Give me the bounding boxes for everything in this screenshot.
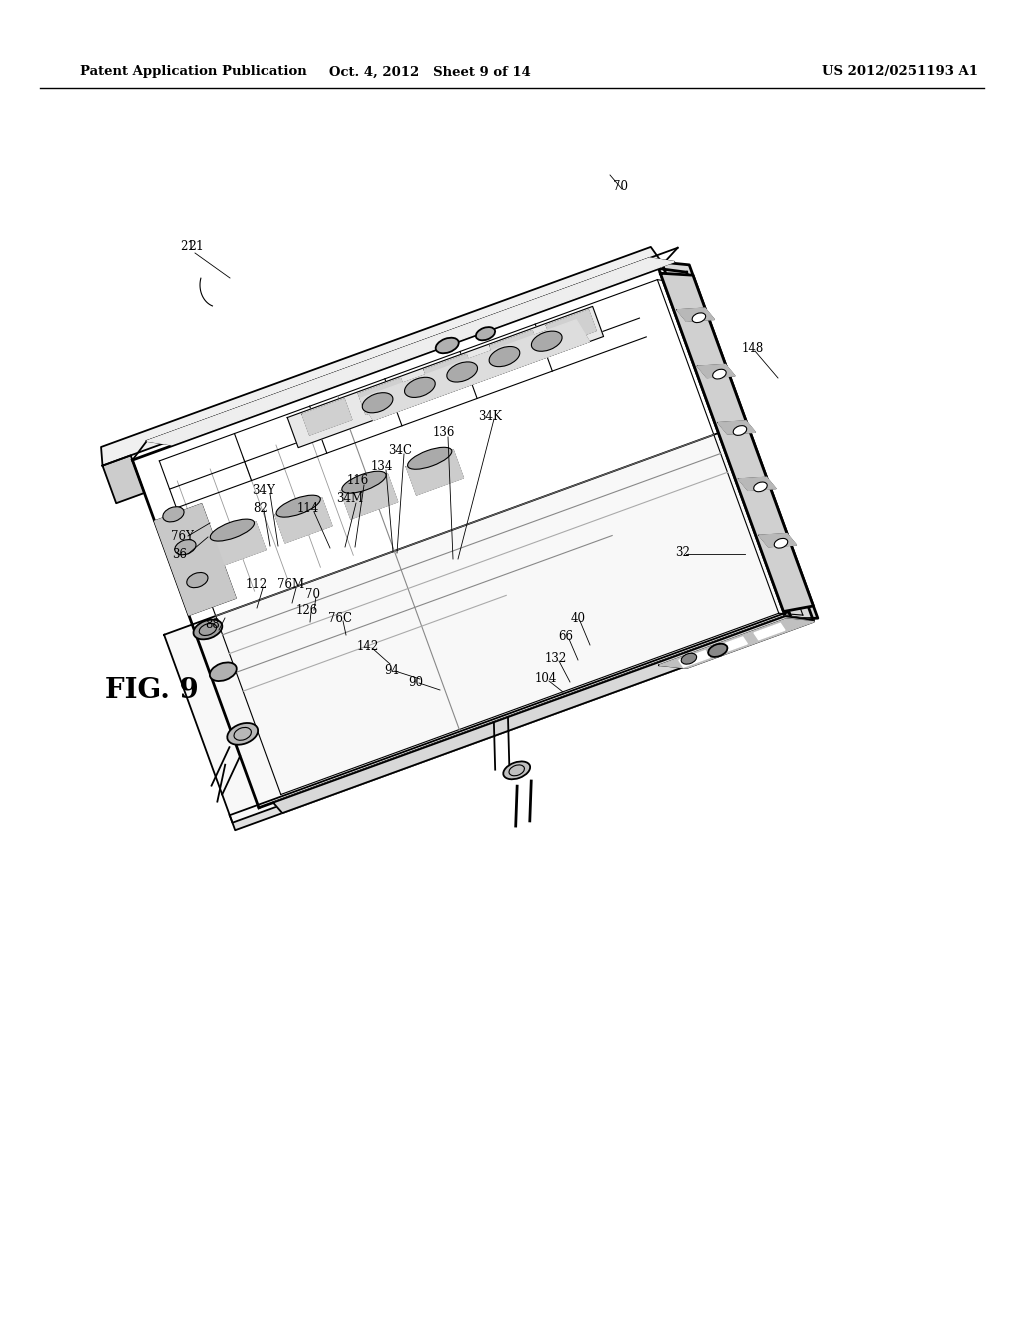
Ellipse shape bbox=[713, 370, 726, 379]
Text: 90: 90 bbox=[409, 676, 424, 689]
Ellipse shape bbox=[774, 539, 787, 548]
Ellipse shape bbox=[503, 762, 530, 779]
Text: 114: 114 bbox=[297, 502, 319, 515]
Polygon shape bbox=[759, 533, 797, 546]
Text: 70: 70 bbox=[305, 589, 321, 602]
Polygon shape bbox=[287, 306, 603, 447]
Text: Patent Application Publication: Patent Application Publication bbox=[80, 66, 307, 78]
Text: 76Y: 76Y bbox=[171, 531, 194, 544]
Polygon shape bbox=[717, 638, 748, 653]
Text: 70: 70 bbox=[612, 180, 628, 193]
Polygon shape bbox=[697, 364, 735, 378]
Text: 116: 116 bbox=[347, 474, 369, 487]
Text: 36: 36 bbox=[172, 549, 187, 561]
Polygon shape bbox=[754, 623, 785, 640]
Ellipse shape bbox=[210, 663, 237, 681]
Polygon shape bbox=[102, 455, 144, 503]
Ellipse shape bbox=[489, 347, 520, 367]
Ellipse shape bbox=[163, 507, 184, 521]
Polygon shape bbox=[360, 319, 590, 420]
Ellipse shape bbox=[476, 327, 495, 341]
Text: 134: 134 bbox=[371, 459, 393, 473]
Ellipse shape bbox=[408, 447, 452, 469]
Polygon shape bbox=[718, 421, 756, 434]
Text: 66: 66 bbox=[558, 631, 573, 644]
Ellipse shape bbox=[531, 331, 562, 351]
Polygon shape bbox=[424, 355, 474, 391]
Text: 94: 94 bbox=[384, 664, 399, 676]
Polygon shape bbox=[155, 504, 236, 615]
Polygon shape bbox=[659, 619, 814, 668]
Polygon shape bbox=[660, 273, 813, 611]
Polygon shape bbox=[340, 474, 397, 519]
Ellipse shape bbox=[404, 378, 435, 397]
Polygon shape bbox=[547, 310, 596, 346]
Ellipse shape bbox=[186, 573, 208, 587]
Text: 40: 40 bbox=[570, 612, 586, 626]
Polygon shape bbox=[273, 616, 813, 813]
Ellipse shape bbox=[733, 425, 746, 436]
Polygon shape bbox=[229, 611, 795, 830]
Text: US 2012/0251193 A1: US 2012/0251193 A1 bbox=[822, 66, 978, 78]
Ellipse shape bbox=[210, 519, 255, 541]
Text: 34Y: 34Y bbox=[253, 484, 275, 498]
Polygon shape bbox=[209, 521, 266, 566]
Ellipse shape bbox=[692, 313, 706, 322]
Ellipse shape bbox=[362, 392, 393, 413]
Polygon shape bbox=[302, 399, 352, 436]
Ellipse shape bbox=[227, 723, 258, 744]
Text: 82: 82 bbox=[254, 502, 268, 515]
Ellipse shape bbox=[709, 644, 727, 657]
Text: 32: 32 bbox=[676, 545, 690, 558]
Ellipse shape bbox=[435, 338, 459, 354]
Polygon shape bbox=[738, 478, 776, 491]
Ellipse shape bbox=[754, 482, 767, 492]
Ellipse shape bbox=[175, 540, 196, 554]
Polygon shape bbox=[679, 651, 710, 667]
Ellipse shape bbox=[342, 471, 386, 494]
Text: FIG. 9: FIG. 9 bbox=[105, 676, 199, 704]
Text: 104: 104 bbox=[535, 672, 557, 685]
Polygon shape bbox=[274, 498, 332, 543]
Ellipse shape bbox=[446, 362, 477, 381]
Text: 126: 126 bbox=[296, 603, 318, 616]
Polygon shape bbox=[489, 330, 540, 367]
Text: Oct. 4, 2012   Sheet 9 of 14: Oct. 4, 2012 Sheet 9 of 14 bbox=[329, 66, 530, 78]
Ellipse shape bbox=[194, 619, 222, 639]
Text: 142: 142 bbox=[357, 640, 379, 653]
Polygon shape bbox=[164, 432, 792, 822]
Polygon shape bbox=[358, 379, 409, 414]
Polygon shape bbox=[146, 257, 674, 445]
Polygon shape bbox=[407, 450, 464, 495]
Text: 34K: 34K bbox=[478, 409, 502, 422]
Text: 112: 112 bbox=[246, 578, 268, 591]
Text: 88: 88 bbox=[206, 618, 220, 631]
Text: 76M: 76M bbox=[278, 578, 304, 591]
Text: 21: 21 bbox=[188, 240, 204, 253]
Polygon shape bbox=[677, 308, 715, 321]
Ellipse shape bbox=[276, 495, 321, 517]
Polygon shape bbox=[662, 263, 818, 619]
Ellipse shape bbox=[681, 653, 696, 664]
Text: 132: 132 bbox=[545, 652, 567, 665]
Text: 136: 136 bbox=[433, 426, 456, 440]
Text: 34M: 34M bbox=[337, 491, 364, 504]
Text: 34C: 34C bbox=[388, 444, 412, 457]
Text: 76C: 76C bbox=[328, 612, 352, 626]
Text: 148: 148 bbox=[741, 342, 764, 355]
Polygon shape bbox=[101, 247, 662, 466]
Text: 21: 21 bbox=[180, 240, 196, 253]
